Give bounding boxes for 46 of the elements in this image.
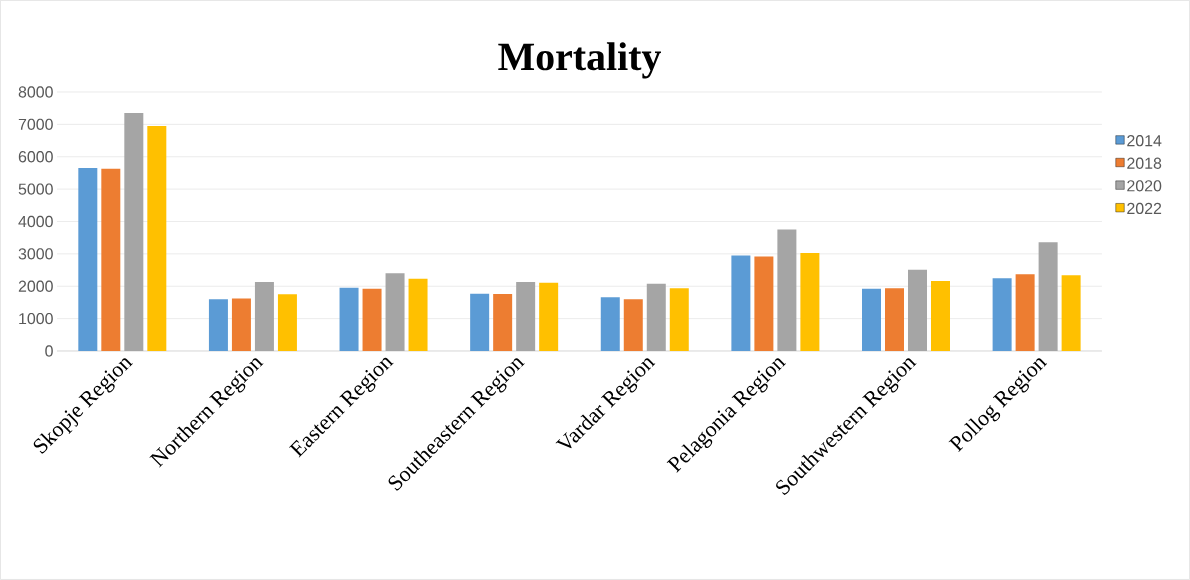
y-tick-label: 3000	[18, 248, 53, 260]
y-tick-label: 1000	[19, 312, 53, 325]
bar	[539, 282, 559, 351]
legend-label: 2014	[1127, 135, 1162, 147]
bar	[124, 113, 144, 351]
bar	[147, 125, 167, 351]
bar	[339, 287, 359, 351]
bar	[731, 255, 751, 351]
bar	[800, 252, 820, 351]
legend-label: 2018	[1127, 157, 1162, 169]
bar	[623, 299, 643, 351]
bar	[101, 168, 121, 351]
bar	[254, 282, 274, 351]
bar	[385, 273, 405, 351]
bar	[600, 297, 620, 351]
bar	[992, 278, 1012, 351]
bar	[1038, 242, 1058, 351]
bar	[931, 281, 950, 351]
y-tick-label: 7000	[18, 118, 53, 131]
bar	[277, 294, 297, 351]
bar	[862, 288, 881, 351]
y-tick-label: 4000	[18, 215, 53, 228]
y-tick-label: 2000	[18, 280, 53, 292]
bar	[885, 288, 904, 351]
y-tick-label: 0	[45, 345, 53, 357]
bar	[516, 282, 536, 351]
bar	[908, 269, 927, 351]
bar	[777, 229, 797, 351]
bar	[362, 288, 382, 351]
bar	[208, 299, 228, 351]
bar	[470, 293, 490, 351]
y-tick-label: 5000	[18, 183, 53, 195]
bar	[1015, 274, 1035, 351]
legend-label: 2020	[1127, 180, 1162, 192]
bar	[1061, 275, 1081, 351]
bar	[669, 288, 689, 351]
chart-title: Mortality	[498, 42, 661, 79]
legend-label: 2022	[1127, 202, 1162, 215]
bar	[408, 278, 428, 351]
y-tick-label: 8000	[18, 86, 53, 98]
bar	[78, 168, 98, 351]
bar	[231, 298, 251, 351]
bar	[754, 256, 774, 351]
bar	[493, 294, 513, 351]
y-tick-label: 6000	[18, 151, 53, 163]
bar	[646, 283, 666, 351]
